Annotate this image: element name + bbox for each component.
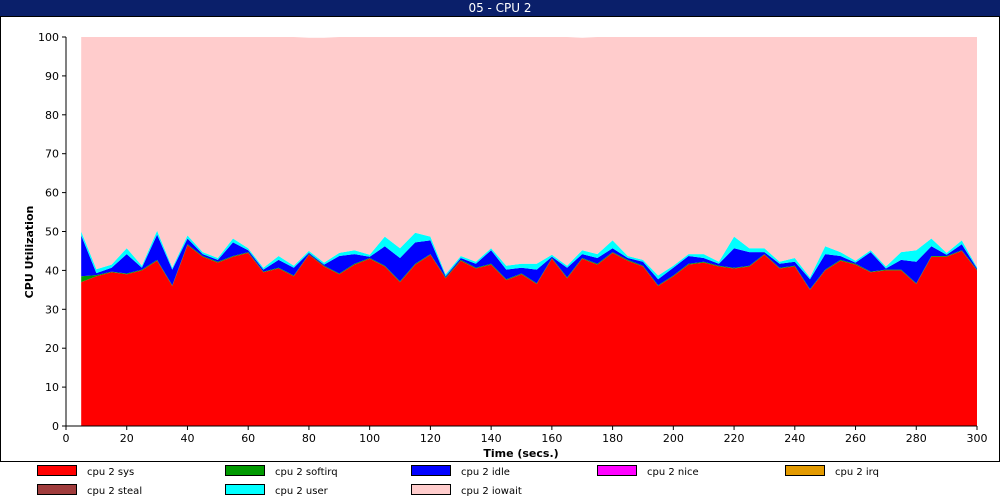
x-tick-label: 100 [359,432,380,445]
area-cpu-2-idle [81,234,977,290]
legend-item: cpu 2 sys [37,465,134,479]
chart-title: 05 - CPU 2 [0,0,1000,16]
legend-label: cpu 2 steal [87,486,143,497]
y-tick-label: 10 [45,381,59,394]
x-tick-label: 180 [602,432,623,445]
x-tick-label: 40 [180,432,194,445]
area-cpu-2-sys [81,245,977,426]
y-tick-label: 40 [45,264,59,277]
y-tick-label: 20 [45,342,59,355]
x-tick-label: 220 [724,432,745,445]
legend-item: cpu 2 steal [37,484,142,498]
legend-label: cpu 2 nice [647,467,699,478]
legend-swatch [37,465,77,476]
x-tick-label: 80 [302,432,316,445]
x-tick-label: 60 [241,432,255,445]
legend-swatch [225,465,265,476]
y-tick-label: 90 [45,70,59,83]
legend-item: cpu 2 user [225,484,328,498]
y-tick-label: 50 [45,226,59,239]
x-tick-label: 240 [784,432,805,445]
x-tick-label: 300 [967,432,988,445]
legend-swatch [411,465,451,476]
x-tick-label: 160 [541,432,562,445]
x-tick-label: 20 [120,432,134,445]
x-axis-title: Time (secs.) [483,447,558,460]
legend-label: cpu 2 user [275,486,328,497]
legend-item: cpu 2 nice [597,465,699,479]
y-tick-label: 30 [45,303,59,316]
x-tick-label: 140 [481,432,502,445]
legend-item: cpu 2 irq [785,465,879,479]
area-chart: 0 10 20 30 40 50 60 70 80 90 100 0 20 40 60 80 100 120 140… [23,31,988,460]
x-tick-label: 260 [845,432,866,445]
x-tick-label: 280 [906,432,927,445]
legend: cpu 2 sys cpu 2 softirq cpu 2 idle cpu 2 ni… [0,462,1000,504]
y-tick-label: 0 [52,420,59,433]
legend-swatch [37,484,77,495]
legend-swatch [225,484,265,495]
chart-frame: 0 10 20 30 40 50 60 70 80 90 100 0 20 40 60 80 100 120 140… [0,16,1000,462]
y-tick-label: 80 [45,109,59,122]
legend-item: cpu 2 softirq [225,465,338,479]
legend-swatch [597,465,637,476]
legend-label: cpu 2 iowait [461,486,522,497]
axes: 0 10 20 30 40 50 60 70 80 90 100 0 20 40 60 80 100 120 140… [38,31,988,445]
legend-item: cpu 2 iowait [411,484,522,498]
legend-label: cpu 2 irq [835,467,879,478]
legend-swatch [411,484,451,495]
x-tick-label: 120 [420,432,441,445]
legend-label: cpu 2 softirq [275,467,338,478]
y-tick-label: 70 [45,148,59,161]
legend-item: cpu 2 idle [411,465,510,479]
area-cpu-2-iowait [81,37,977,278]
legend-label: cpu 2 sys [87,467,135,478]
x-tick-label: 0 [63,432,70,445]
legend-label: cpu 2 idle [461,467,510,478]
legend-swatch [785,465,825,476]
y-axis-title: CPU Utilization [23,206,36,299]
y-tick-label: 100 [38,31,59,44]
series-areas [81,37,977,426]
x-tick-label: 200 [663,432,684,445]
y-tick-label: 60 [45,187,59,200]
